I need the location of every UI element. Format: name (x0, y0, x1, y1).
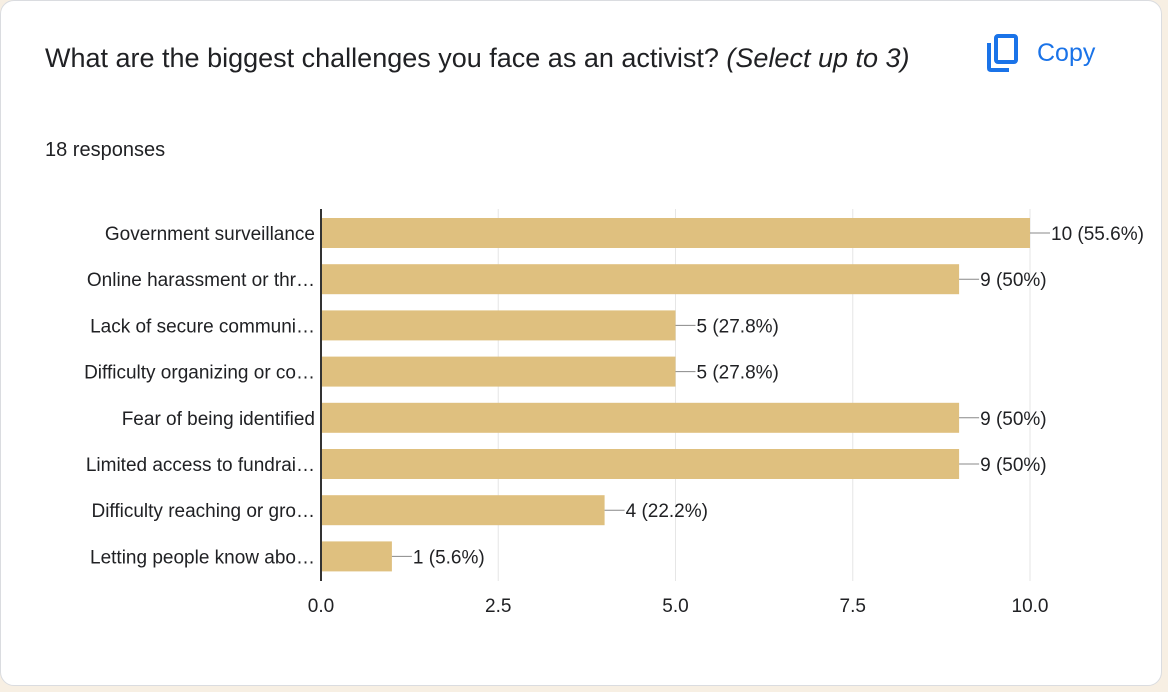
data-label: 10 (55.6%) (1051, 224, 1144, 245)
category-label: Difficulty organizing or co… (84, 363, 315, 384)
category-label: Government surveillance (105, 224, 315, 245)
question-text: What are the biggest challenges you face… (45, 43, 719, 73)
data-label: 5 (27.8%) (697, 316, 779, 337)
category-label: Difficulty reaching or gro… (91, 501, 315, 522)
bar (321, 449, 960, 479)
category-label: Fear of being identified (122, 409, 315, 430)
x-tick-label: 2.5 (485, 596, 511, 617)
bar (321, 356, 676, 387)
data-label: 9 (50%) (980, 409, 1047, 430)
bar (321, 541, 392, 572)
category-label: Online harassment or thr… (87, 270, 315, 291)
bar (321, 495, 605, 526)
data-label: 4 (22.2%) (626, 501, 708, 522)
x-tick-label: 7.5 (840, 596, 866, 617)
copy-label: Copy (1037, 38, 1096, 67)
x-tick-label: 0.0 (308, 596, 334, 617)
category-label: Lack of secure communi… (90, 316, 315, 337)
bar (321, 264, 960, 295)
question-hint: (Select up to 3) (726, 43, 910, 73)
bar (321, 402, 960, 433)
bar (321, 218, 1030, 248)
data-label: 1 (5.6%) (413, 547, 485, 568)
response-count: 18 responses (45, 139, 166, 161)
x-tick-label: 10.0 (1012, 596, 1049, 617)
category-label: Limited access to fundrai… (86, 455, 315, 476)
x-tick-label: 5.0 (662, 596, 688, 617)
bar (321, 310, 676, 341)
data-label: 5 (27.8%) (697, 363, 779, 384)
data-label: 9 (50%) (980, 270, 1047, 291)
question-title: What are the biggest challenges you face… (45, 35, 945, 81)
category-label: Letting people know abo… (90, 547, 315, 568)
copy-button[interactable]: Copy (985, 27, 1095, 79)
data-label: 9 (50%) (980, 455, 1047, 476)
copy-icon (985, 33, 1019, 73)
